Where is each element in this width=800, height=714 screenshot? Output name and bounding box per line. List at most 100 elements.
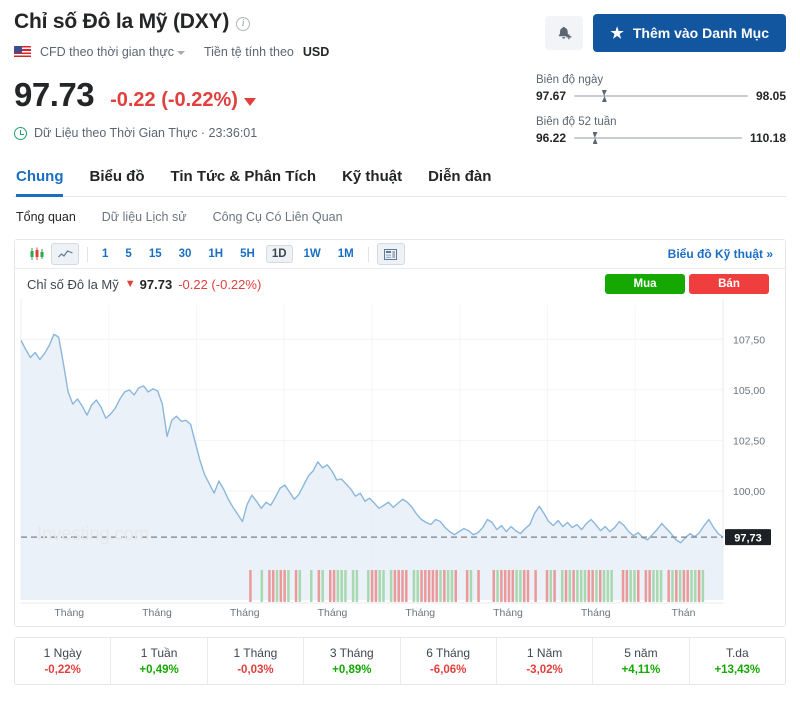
chart-arrow-down-icon: ▼ [124,278,136,290]
svg-text:105,00: 105,00 [733,385,765,397]
bell-plus-icon [558,26,572,39]
us-flag-icon [14,46,31,58]
investing-watermark: Investing.com [37,524,150,545]
sell-button[interactable]: Bán [689,274,769,294]
performance-period: T.da [725,646,749,660]
tab-1[interactable]: Biểu đồ [89,168,145,185]
technical-chart-link[interactable]: Biểu đồ Kỹ thuật » [667,247,773,261]
realtime-row: Dữ Liệu theo Thời Gian Thực · 23:36:01 [14,126,786,140]
performance-value: +0,49% [139,664,179,676]
performance-period: 1 Tháng [233,646,278,660]
instrument-type-dropdown[interactable]: CFD theo thời gian thực [40,45,185,59]
performance-cell: 1 Năm -3,02% [497,638,594,684]
title-row: Chỉ số Đô la Mỹ (DXY) i [14,10,786,34]
toolbar-divider [87,246,88,262]
performance-table: 1 Ngày -0,22% 1 Tuần +0,49% 1 Tháng -0,03% 3 T… [14,637,786,685]
page-header: Chỉ số Đô la Mỹ (DXY) i CFD theo thời gi… [14,0,786,140]
performance-cell: 1 Ngày -0,22% [15,638,112,684]
performance-cell: 5 năm +4,11% [593,638,690,684]
day-range-marker [601,90,607,102]
day-range-bar [574,90,748,102]
chart-card: 1 5 15 30 1H 5H 1D 1W 1M Biểu đồ Kỹ thuật » Chỉ … [14,239,786,627]
performance-period: 1 Năm [526,646,563,660]
timeframe-1[interactable]: 1 [102,248,109,260]
performance-value: +13,43% [714,664,761,676]
timeframe-group: 1 5 15 30 1H 5H 1D 1W 1M [96,245,360,263]
svg-text:Thán: Thán [672,607,696,619]
performance-period: 5 năm [624,646,658,660]
add-to-watchlist-button[interactable]: ★ Thêm vào Danh Mục [593,14,786,52]
subtab-0[interactable]: Tổng quan [16,210,76,224]
info-icon[interactable]: i [236,17,251,31]
timeframe-5H[interactable]: 5H [240,248,255,260]
price-row: 97.73 -0.22 (-0.22%) [14,76,786,114]
svg-text:Tháng: Tháng [405,607,435,619]
day-range-line: 97.67 98.05 [536,89,786,103]
header-right: ★ Thêm vào Danh Mục Biên độ ngày 97.67 9… [536,14,786,145]
svg-text:Tháng: Tháng [142,607,172,619]
trade-buttons: Mua Bán [605,274,773,294]
performance-cell: T.da +13,43% [690,638,785,684]
chart-instrument-name: Chỉ số Đô la Mỹ [27,276,119,292]
buy-button[interactable]: Mua [605,274,685,294]
performance-value: +0,89% [332,664,372,676]
arrow-down-icon [243,98,256,106]
instrument-type-label: CFD theo thời gian thực [40,45,174,59]
timeframe-1M[interactable]: 1M [337,248,354,260]
candlestick-chart-icon[interactable] [23,243,51,265]
chart-plot-area[interactable]: 97,73 107,50 105,00 102,50 100,00 Tháng Tháng T… [15,299,785,624]
performance-period: 3 Tháng [329,646,374,660]
line-chart-icon[interactable] [51,243,79,265]
svg-text:107,50: 107,50 [733,334,765,346]
tab-4[interactable]: Diễn đàn [428,168,492,185]
currency-code: USD [302,45,330,59]
last-price: 97.73 [14,76,95,113]
timeframe-30[interactable]: 30 [178,248,192,260]
performance-value: -0,03% [237,664,274,676]
performance-cell: 6 Tháng -6,06% [401,638,497,684]
timeframe-5[interactable]: 5 [125,248,132,260]
header-actions: ★ Thêm vào Danh Mục [536,14,786,52]
tab-3[interactable]: Kỹ thuật [342,168,403,185]
page-title: Chỉ số Đô la Mỹ (DXY) [14,10,230,33]
performance-period: 1 Tuần [140,646,178,660]
clock-icon [14,126,27,140]
day-range: Biên độ ngày 97.67 98.05 [536,74,786,103]
chart-layout-icon[interactable] [376,243,405,265]
price-change: -0.22 (-0.22%) [110,89,256,112]
svg-text:97,73: 97,73 [734,533,762,545]
price-change-text: -0.22 (-0.22%) [110,89,238,111]
week52-range-line: 96.22 110.18 [536,131,786,145]
timeframe-1W[interactable]: 1W [303,248,321,260]
chart-header-row: Chỉ số Đô la Mỹ ▼ 97.73 -0.22 (-0.22%) M… [15,269,785,299]
day-range-low: 97.67 [536,89,567,103]
performance-period: 1 Ngày [43,646,82,660]
subtab-2[interactable]: Công Cụ Có Liên Quan [212,210,343,224]
tab-0[interactable]: Chung [16,168,64,197]
star-icon: ★ [610,24,624,42]
realtime-label: Dữ Liệu theo Thời Gian Thực · 23:36:01 [34,126,258,140]
week52-range-bar [574,132,742,144]
svg-text:102,50: 102,50 [733,436,765,448]
week52-range-label: Biên độ 52 tuần [536,116,617,128]
timeframe-1D[interactable]: 1D [265,245,293,263]
week52-range-marker [592,132,598,144]
add-alert-button[interactable] [545,16,584,50]
currency-label: Tiền tệ tính theo [203,45,294,59]
week52-range-low: 96.22 [536,131,567,145]
timeframe-15[interactable]: 15 [148,248,162,260]
performance-value: -6,06% [429,664,467,676]
svg-text:100,00: 100,00 [733,486,765,498]
subtab-1[interactable]: Dữ liệu Lịch sử [101,210,187,224]
toolbar-divider-2 [367,246,369,262]
tab-2[interactable]: Tin Tức & Phân Tích [170,168,317,185]
performance-value: +4,11% [621,664,661,676]
add-to-watchlist-label: Thêm vào Danh Mục [632,25,769,41]
day-range-label: Biên độ ngày [536,74,604,86]
timeframe-1H[interactable]: 1H [208,248,224,260]
week52-range-high: 110.18 [749,131,786,145]
chevron-down-icon [176,50,185,55]
svg-text:Tháng: Tháng [581,607,611,619]
svg-text:Tháng: Tháng [493,607,523,619]
svg-text:Tháng: Tháng [318,607,348,619]
